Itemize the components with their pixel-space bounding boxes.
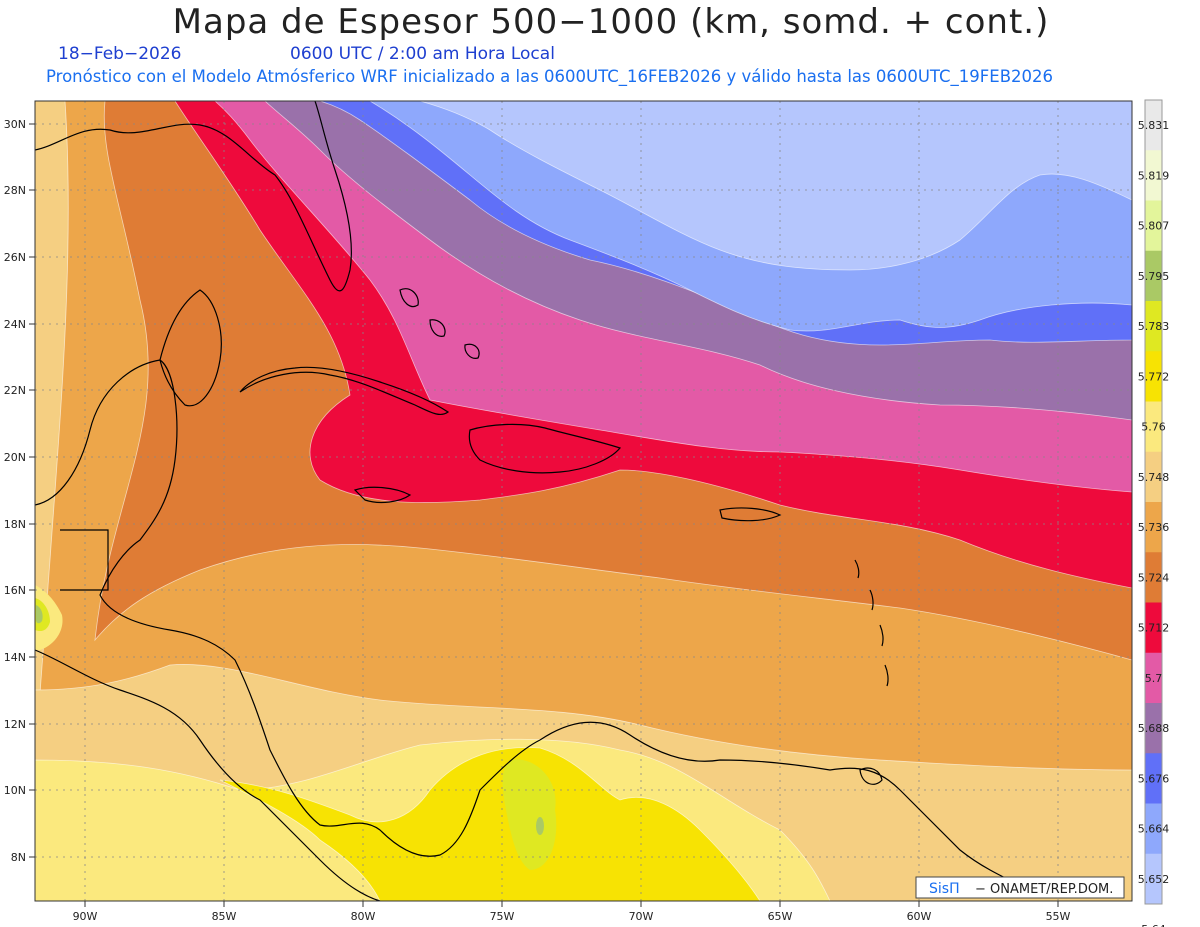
lon-label: 70W (629, 910, 654, 923)
legend-label: 5.772 (1138, 370, 1170, 383)
legend-label: 5.795 (1138, 270, 1170, 283)
legend-label: 5.736 (1138, 521, 1170, 534)
lat-label: 12N (4, 718, 26, 731)
thickness-field (35, 101, 1132, 901)
lat-label: 28N (4, 184, 26, 197)
legend-swatch (1145, 552, 1162, 603)
lat-label: 14N (4, 651, 26, 664)
coastlines (35, 101, 1041, 901)
lon-label: 90W (73, 910, 98, 923)
lon-label: 75W (490, 910, 515, 923)
legend-swatch (1145, 451, 1162, 503)
legend-swatch (1145, 100, 1162, 151)
color-legend: 5.831 5.819 5.807 5.795 5.783 5.772 5.76 5.748 5… (1138, 99, 1170, 927)
legend-swatch (1145, 703, 1162, 754)
legend-label: 5.819 (1138, 169, 1170, 182)
lat-label: 30N (4, 118, 26, 131)
legend-label: 5.807 (1138, 220, 1170, 233)
lon-label: 65W (768, 910, 793, 923)
legend-swatch (1145, 853, 1162, 905)
lat-label: 22N (4, 384, 26, 397)
legend-swatch (1145, 753, 1162, 804)
legend-swatch (1145, 602, 1162, 654)
legend-label: 5.712 (1138, 622, 1170, 635)
credit-text: − ONAMET/REP.DOM. (975, 882, 1113, 897)
map-title: Mapa de Espesor 500−1000 (km, somd. + co… (172, 2, 1050, 42)
lat-label: 20N (4, 451, 26, 464)
lat-label: 8N (11, 851, 26, 864)
legend-label: 5.64 (1141, 923, 1166, 927)
lon-label: 85W (212, 910, 237, 923)
legend-frame (1144, 99, 1163, 905)
credit-box: SisΠ − ONAMET/REP.DOM. (915, 876, 1125, 899)
legend-swatch (1145, 150, 1162, 201)
lat-label: 18N (4, 518, 26, 531)
longitude-labels: 90W 85W 80W 75W 70W 65W 60W 55W (73, 910, 1071, 923)
legend-swatch (1145, 502, 1162, 553)
latitude-labels: 30N 28N 26N 24N 22N 20N 18N 16N 14N 12N … (4, 118, 26, 864)
lat-lon-grid (35, 101, 1132, 901)
legend-label: 5.688 (1138, 722, 1170, 735)
legend-label: 5.831 (1138, 119, 1170, 132)
legend-swatch (1145, 401, 1162, 453)
legend-label: 5.724 (1138, 571, 1170, 584)
lat-label: 24N (4, 318, 26, 331)
legend-label: 5.76 (1141, 421, 1166, 434)
map-frame (34, 100, 1133, 902)
legend-label: 5.783 (1138, 320, 1170, 333)
legend-swatch (1145, 200, 1162, 252)
legend-swatch (1145, 301, 1162, 352)
legend-swatch (1145, 803, 1162, 855)
legend-label: 5.652 (1138, 873, 1170, 886)
legend-label: 5.664 (1138, 823, 1170, 836)
legend-swatch (1145, 250, 1162, 302)
legend-swatch (1145, 351, 1162, 402)
legend-swatch (1145, 652, 1162, 704)
lat-label: 16N (4, 584, 26, 597)
lat-label: 26N (4, 251, 26, 264)
credit-brand: SisΠ (929, 881, 960, 897)
legend-label: 5.748 (1138, 471, 1170, 484)
forecast-time: 0600 UTC / 2:00 am Hora Local (290, 44, 555, 64)
forecast-date: 18−Feb−2026 (58, 44, 182, 64)
legend-label: 5.7 (1145, 672, 1163, 685)
lon-label: 80W (351, 910, 376, 923)
lon-label: 60W (907, 910, 932, 923)
lat-label: 10N (4, 784, 26, 797)
model-subtitle: Pronóstico con el Modelo Atmósferico WRF… (46, 67, 1054, 86)
lon-label: 55W (1046, 910, 1071, 923)
legend-label: 5.676 (1138, 772, 1170, 785)
